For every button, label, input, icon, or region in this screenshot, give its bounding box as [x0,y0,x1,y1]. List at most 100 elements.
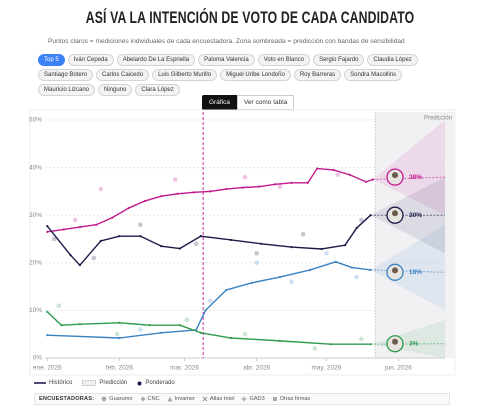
filter-chip[interactable]: Carlos Caicedo [96,69,150,81]
view-tabs: Gráfica Ver como tabla [202,95,295,110]
y-tick-label: 40% [29,164,42,171]
weighted-point [60,324,63,327]
filter-chip[interactable]: Clara López [135,84,180,96]
weighted-point [229,336,233,340]
firm-symbol [140,396,146,402]
weighted-point [204,309,207,312]
history-line [46,214,372,266]
poll-point [184,317,190,323]
filter-chip[interactable]: Luis Gilberto Murillo [152,69,218,81]
prediction-label: 38% [409,174,422,181]
firm-label: CNC [147,396,160,402]
prediction-band [370,177,445,254]
poll-point [72,217,78,223]
filter-chip[interactable]: Santiago Botero [38,69,94,81]
legend-label: Histórico [49,380,73,386]
firm-item: Otras firmas [272,396,310,402]
legend-item: Predicción [82,380,127,386]
weighted-point [320,247,323,251]
prediction-zone [375,112,455,358]
filter-chip[interactable]: Sondra Macollins [344,69,403,81]
weighted-point [350,266,354,269]
firm-symbol [272,397,277,401]
filter-chip[interactable]: Sergio Fajardo [313,54,365,66]
prediction-band [370,224,445,311]
weighted-point [46,225,49,228]
prediction-label: 30% [409,212,422,219]
firm-symbol [101,396,107,402]
weighted-point [62,228,65,231]
weighted-point [78,323,81,326]
weighted-point [160,331,163,334]
x-tick-label: feb. 2026 [106,365,133,372]
poll-point [242,174,248,180]
filter-chip[interactable]: Top 5 [38,54,65,66]
weighted-point [160,195,163,198]
poll-point [138,327,143,332]
filter-chip[interactable]: Iván Cepeda [67,54,114,66]
weighted-point [99,239,102,243]
filter-chip[interactable]: Claudia López [367,54,418,66]
weighted-point [46,230,49,233]
poll-point [172,177,178,182]
filter-chip[interactable]: Ninguno [98,84,133,96]
filter-chip[interactable]: Miguel Uribe Londoño [220,69,291,81]
weighted-point [118,321,121,324]
weighted-point [332,168,335,172]
weighted-point [176,192,179,195]
subtitle: Puntos claros = mediciones individuales … [48,38,405,45]
weighted-point [225,187,228,191]
weighted-point [260,242,263,245]
legend-swatch [137,381,142,385]
poll-point [242,331,248,337]
filter-chip[interactable]: Paloma Valencia [198,54,255,66]
prediction-title: Predicción [424,116,452,122]
history-line [47,261,371,339]
weighted-point [199,235,202,238]
weighted-point [257,185,261,188]
poll-point [193,241,199,247]
y-tick-label: 0% [33,355,43,362]
poll-point [358,336,364,342]
weighted-point [139,235,142,238]
weighted-point [178,324,181,327]
weighted-point [306,181,309,184]
firm-item: Invamer [167,396,195,402]
poll-point [358,217,364,223]
x-tick-label: jun. 2026 [384,365,412,372]
filter-chip[interactable]: Roy Barreras [293,69,342,81]
poll-point [52,236,57,242]
poll-point [312,346,318,351]
filter-chip[interactable]: Abelardo De La Espriella [116,54,196,66]
weighted-point [143,199,147,203]
weighted-point [46,334,49,337]
poll-point [300,231,306,237]
legend-label: Ponderado [145,380,175,386]
legend-item: Histórico [34,380,72,386]
x-tick-label: may. 2026 [311,365,341,372]
firm-label: Atlas Intel [209,396,235,402]
firm-label: Invamer [174,396,195,402]
avatar-head [392,210,398,217]
weighted-point [250,281,254,284]
weighted-point [278,339,281,342]
x-tick-label: abr. 2026 [243,365,270,372]
filter-chip[interactable]: Mauricio Lizcano [38,84,96,96]
weighted-point [95,223,98,226]
weighted-point [278,275,281,279]
avatar-head [392,338,398,345]
x-tick-label: mar. 2026 [170,365,199,372]
poll-point [207,298,213,304]
weighted-point [46,310,49,313]
firm-item: GAD3 [241,396,265,402]
weighted-point [192,191,195,194]
filter-chip[interactable]: Voto en Blanco [257,54,311,66]
avatar-head [392,267,398,274]
firm-symbol [241,396,247,402]
history-line [47,167,374,233]
weighted-point [364,180,368,183]
y-tick-label: 30% [29,212,42,219]
title: ASÍ VA LA INTENCIÓN DE VOTO DE CADA CAND… [85,8,415,27]
firm-symbol [167,396,173,402]
